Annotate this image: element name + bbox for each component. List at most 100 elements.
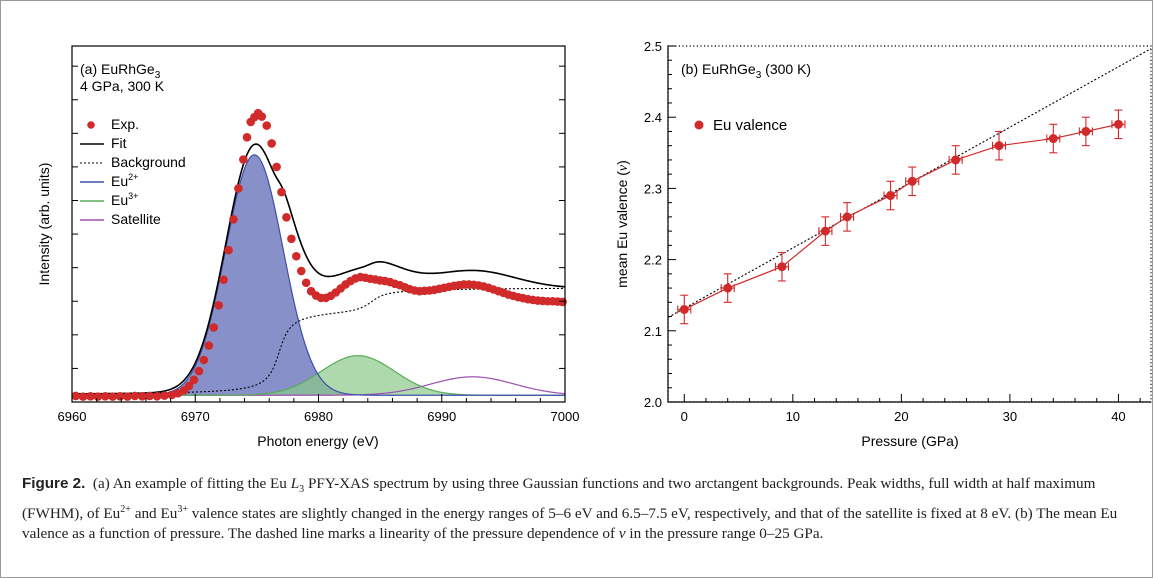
caption-var-l: L: [290, 475, 300, 492]
legend-marker-valence: [694, 120, 704, 130]
exp-point: [209, 323, 219, 332]
legend-sup: 3+: [128, 191, 138, 201]
caption-text: and Eu: [130, 505, 178, 523]
exp-point: [267, 139, 276, 148]
exp-point: [301, 278, 311, 288]
exp-point: [224, 245, 233, 255]
panel-b-label: (b) EuRhGe3 (300 K): [681, 61, 811, 81]
exp-point: [204, 341, 214, 350]
chart-panel-b: 0 10 20 30 40 2.0 2.1 2.2 2.3 2.4 2.5 (b) EuRhGe3 …: [614, 39, 1152, 449]
legend-label: Exp.: [111, 116, 139, 132]
exp-point: [93, 392, 103, 401]
exp-point: [239, 155, 248, 164]
x-tick-label-b: 40: [1111, 409, 1125, 424]
x-tick-label-b: 0: [681, 409, 688, 424]
x-tick-label-b: 20: [894, 409, 908, 424]
exp-point: [292, 251, 301, 261]
data-point: [951, 155, 961, 165]
exp-point: [234, 184, 243, 193]
x-tick-label-a: 6960: [58, 409, 87, 424]
caption-text: PFY-XAS spectrum by using three Gaussian…: [22, 475, 1096, 523]
exp-point: [160, 391, 169, 400]
data-point: [777, 262, 787, 272]
exp-point: [130, 391, 140, 401]
exp-point: [277, 187, 286, 197]
x-axis-label-b: Pressure (GPa): [861, 433, 958, 449]
y-tick-label-b: 2.2: [644, 253, 662, 268]
exp-point: [145, 391, 154, 401]
exp-point: [287, 234, 296, 244]
data-point: [1113, 119, 1123, 129]
exp-point: [71, 391, 80, 401]
exp-point: [86, 391, 95, 401]
exp-point: [199, 355, 209, 365]
caption-text: in the pressure range 0–25 GPa.: [625, 525, 824, 543]
caption-label: Figure 2.: [22, 475, 86, 492]
legend-label: Satellite: [111, 211, 161, 227]
x-tick-label-b: 30: [1003, 409, 1017, 424]
caption-sup: 2+: [120, 504, 131, 516]
exp-point: [194, 366, 204, 376]
exp-point: [189, 375, 199, 385]
exp-point: [100, 391, 110, 401]
data-point: [1081, 126, 1091, 136]
valence-series: [677, 109, 1126, 325]
legend-b: Eu valence: [694, 117, 787, 134]
fit-line: [71, 143, 566, 395]
legend-sup: 2+: [128, 172, 138, 182]
exp-point: [262, 121, 272, 130]
y-axis-label-b: mean Eu valence (v): [614, 160, 631, 288]
y-tick-label-b: 2.5: [644, 39, 662, 54]
panel-a-label: (a) EuRhGe3: [80, 61, 161, 81]
x-tick-label-a: 6990: [427, 409, 456, 424]
exp-point: [257, 112, 267, 121]
exp-point: [219, 275, 228, 285]
x-axis-label-a: Photon energy (eV): [257, 433, 378, 449]
series-line: [684, 123, 1119, 310]
caption-text: valence states are slightly changed in t…: [22, 505, 1118, 543]
x-tick-label-a: 6970: [181, 409, 210, 424]
data-point: [1048, 134, 1058, 144]
legend-label: Fit: [111, 135, 127, 151]
axis-ticks-a: 6960 6970 6980 6990 7000: [58, 65, 580, 424]
exp-point: [115, 391, 125, 401]
exp-point: [123, 392, 132, 401]
legend-label: Background: [111, 154, 186, 170]
y-tick-label-b: 2.4: [644, 110, 662, 125]
legend-marker-exp: [87, 121, 95, 129]
panel-a-condition: 4 GPa, 300 K: [80, 78, 165, 94]
data-point: [679, 304, 689, 314]
caption-text: (a) An example of fitting the Eu: [92, 475, 291, 492]
exp-point: [184, 381, 194, 391]
exp-point: [108, 392, 117, 401]
data-point: [842, 212, 852, 222]
figure-caption: Figure 2. (a) An example of fitting the …: [22, 474, 1137, 544]
y-tick-label-b: 2.3: [644, 181, 662, 196]
data-point: [994, 141, 1004, 151]
x-tick-label-a: 6980: [304, 409, 333, 424]
y-tick-label-b: 2.0: [644, 395, 662, 410]
x-tick-label-a: 7000: [551, 409, 580, 424]
data-point: [907, 176, 917, 186]
y-axis-label-a: Intensity (arb. units): [36, 163, 52, 286]
x-tick-label-b: 10: [786, 409, 800, 424]
chart-panel-a: 6960 6970 6980 6990 7000 (a) EuRhGe3 4 GPa, …: [36, 45, 580, 449]
exp-point: [242, 133, 252, 142]
exp-point: [152, 391, 162, 401]
exp-point: [296, 266, 306, 276]
exp-point: [282, 212, 291, 222]
data-point: [820, 226, 830, 236]
axis-ticks-b: 0 10 20 30 40 2.0 2.1 2.2 2.3 2.4 2.5: [644, 39, 1141, 424]
legend-label-valence: Eu valence: [713, 117, 787, 134]
y-tick-label-b: 2.1: [644, 324, 662, 339]
data-point: [723, 283, 733, 293]
exp-point: [78, 392, 88, 401]
exp-point: [229, 215, 238, 224]
exp-point: [272, 162, 281, 172]
exp-point: [137, 391, 147, 401]
exp-points: [71, 108, 567, 401]
caption-sub: 3: [299, 484, 305, 496]
